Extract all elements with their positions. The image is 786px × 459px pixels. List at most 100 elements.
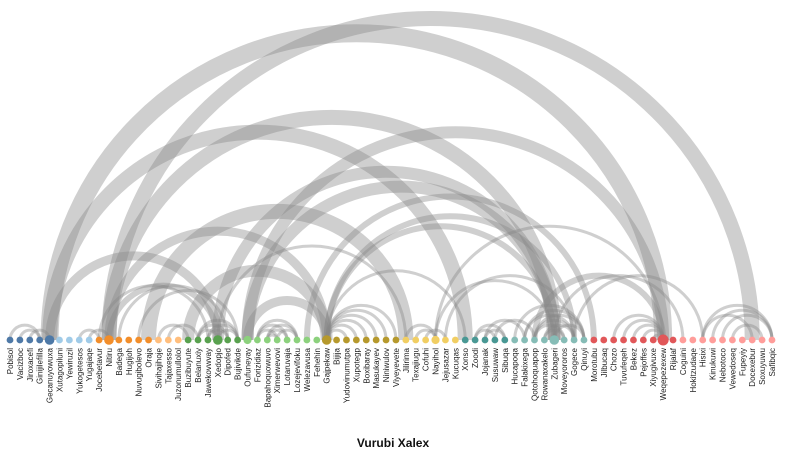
node-60[interactable] [600,336,608,344]
node-73[interactable] [729,336,736,344]
node-67[interactable] [669,336,677,344]
node-63[interactable] [630,336,637,344]
node-62[interactable] [620,336,627,344]
node-23[interactable] [234,336,242,344]
node-27[interactable] [273,336,281,344]
node-59[interactable] [590,336,598,344]
node-33[interactable] [333,336,340,344]
node-70[interactable] [699,336,707,344]
node-44[interactable] [442,336,449,344]
arc-link-32-35 [325,323,358,341]
node-37[interactable] [372,336,380,344]
node-77[interactable] [768,336,776,344]
node-32[interactable] [321,335,332,345]
node-5[interactable] [56,336,63,344]
arc-link-27-29 [275,328,299,341]
node-36[interactable] [362,336,370,344]
node-26[interactable] [263,336,271,344]
node-29[interactable] [293,336,301,344]
node-58[interactable] [580,336,588,344]
node-34[interactable] [343,336,350,344]
node-label-65: Xiyugivuxe [649,347,658,386]
node-72[interactable] [719,336,726,344]
node-8[interactable] [85,336,93,344]
node-3[interactable] [36,336,44,344]
node-51[interactable] [511,336,519,344]
node-43[interactable] [431,335,440,345]
node-label-39: Viyeyevete [392,347,401,387]
node-label-13: Nuvugibolevo [135,347,144,396]
node-76[interactable] [758,336,766,344]
node-14[interactable] [145,336,152,344]
node-11[interactable] [115,336,123,344]
node-39[interactable] [392,336,400,344]
node-61[interactable] [610,336,618,344]
node-50[interactable] [501,336,509,344]
node-54[interactable] [540,336,548,344]
node-9[interactable] [95,336,103,344]
node-68[interactable] [679,336,687,344]
node-1[interactable] [16,336,24,344]
node-label-42: Cofuhi [422,348,431,371]
arc-link-16-19 [166,323,200,341]
node-55[interactable] [549,335,560,345]
arc-link-47-50 [473,323,507,341]
node-45[interactable] [451,336,459,344]
node-label-32: Gajpekaw [323,348,332,384]
node-71[interactable] [709,336,717,344]
node-7[interactable] [75,336,83,344]
node-31[interactable] [313,336,321,344]
node-41[interactable] [412,336,420,344]
node-35[interactable] [352,336,360,344]
arc-link-43-66 [434,224,665,341]
node-4[interactable] [44,335,55,345]
node-label-59: Morotubu [590,348,599,382]
arc-link-4-21 [45,251,223,341]
node-21[interactable] [213,335,223,345]
node-22[interactable] [224,336,232,344]
node-18[interactable] [184,336,192,344]
node-label-31: Fehehin [313,348,322,377]
node-40[interactable] [402,336,410,344]
node-64[interactable] [639,336,647,344]
node-16[interactable] [164,336,172,344]
node-13[interactable] [135,336,143,344]
node-label-36: Boxibaray [362,348,371,384]
node-42[interactable] [422,336,430,344]
node-66[interactable] [657,334,669,346]
node-6[interactable] [65,336,73,344]
node-53[interactable] [531,336,538,344]
node-52[interactable] [521,336,528,344]
node-label-69: Hokitzudaqe [689,347,698,392]
node-69[interactable] [689,336,697,344]
node-10[interactable] [104,335,114,345]
node-48[interactable] [481,336,489,344]
node-65[interactable] [649,336,657,344]
arc-link-13-23 [137,289,240,341]
node-38[interactable] [382,336,390,344]
node-28[interactable] [283,336,291,344]
arc-link-24-55 [241,181,561,341]
node-24[interactable] [243,335,252,345]
node-57[interactable] [570,336,578,344]
node-49[interactable] [491,336,499,344]
node-56[interactable] [560,336,568,344]
arc-link-55-68 [552,274,685,341]
node-47[interactable] [471,336,479,344]
node-17[interactable] [174,336,182,344]
node-label-60: Jilbucaq [600,348,609,377]
arc-link-15-18 [156,323,190,341]
node-20[interactable] [204,336,212,344]
node-75[interactable] [748,336,756,344]
node-19[interactable] [194,336,202,344]
arc-link-32-37 [325,313,378,341]
node-0[interactable] [6,336,14,344]
node-12[interactable] [125,336,133,344]
node-74[interactable] [738,336,746,344]
node-25[interactable] [254,336,261,344]
node-15[interactable] [155,336,162,344]
node-46[interactable] [461,336,469,344]
node-label-35: Xupotegp [352,347,361,382]
node-2[interactable] [26,336,34,344]
node-30[interactable] [303,336,311,344]
